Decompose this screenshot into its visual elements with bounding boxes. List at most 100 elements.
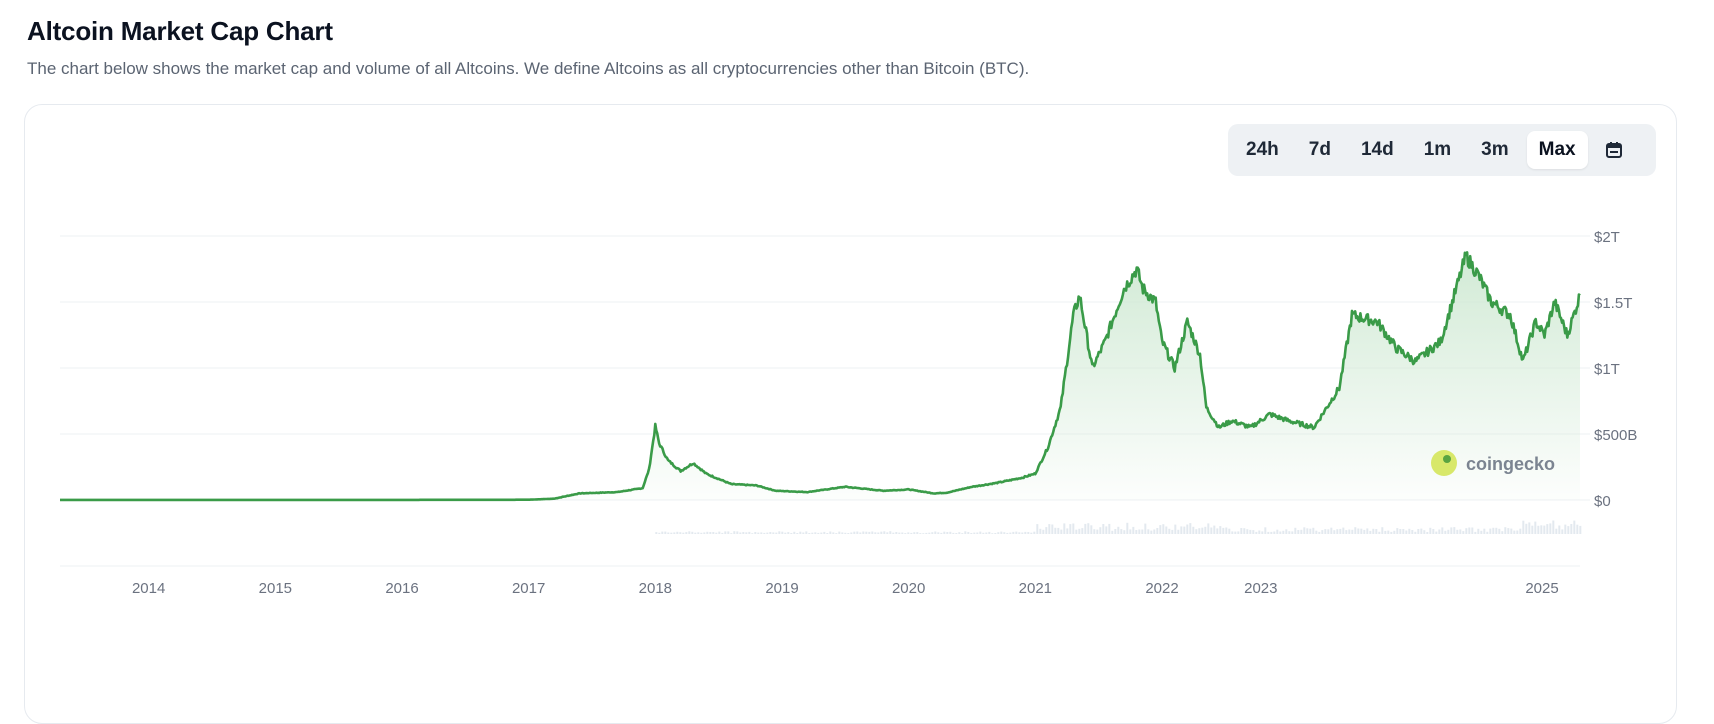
volume-bar [1006,532,1009,534]
volume-bar [1279,531,1282,534]
volume-bar [1393,530,1396,534]
volume-bar [874,532,877,534]
volume-bar [1252,530,1255,534]
volume-bar [1411,530,1414,534]
volume-bar [1186,524,1189,534]
volume-bar [802,532,805,534]
volume-bar [1390,531,1393,534]
volume-bar [1096,529,1099,534]
volume-bar [1102,524,1105,534]
volume-bars [655,520,1582,534]
volume-bar [1399,529,1402,534]
volume-bar [835,533,838,534]
volume-bar [709,532,712,534]
page-subtitle: The chart below shows the market cap and… [27,59,1030,78]
volume-bar [658,532,661,534]
volume-bar [1465,528,1468,534]
volume-bar [1216,528,1219,534]
volume-bar [712,532,715,534]
volume-bar [1357,528,1360,534]
x-tick-label: 2023 [1244,580,1277,597]
volume-bar [1072,523,1075,534]
volume-bar [961,533,964,534]
volume-bar [796,533,799,534]
volume-bar [937,532,940,534]
volume-bar [1111,530,1114,534]
volume-bar [1564,524,1567,534]
volume-bar [790,533,793,534]
volume-bar [1525,523,1528,534]
range-3m-button[interactable]: 3m [1481,139,1509,160]
volume-bar [1117,526,1120,534]
volume-bar [1483,528,1486,534]
volume-bar [1282,530,1285,534]
volume-bar [1420,528,1423,534]
range-14d-button[interactable]: 14d [1360,139,1394,160]
volume-bar [1075,529,1078,534]
volume-bar [997,532,1000,534]
volume-bar [1258,530,1261,534]
range-24h-button[interactable]: 24h [1246,139,1279,160]
volume-bar [1039,528,1042,534]
range-1m-button[interactable]: 1m [1423,139,1452,160]
volume-bar [1396,528,1399,534]
volume-bar [847,533,850,534]
volume-bar [844,532,847,534]
volume-bar [1372,528,1375,534]
y-tick-label: $1.5T [1594,295,1632,312]
volume-bar [1042,529,1045,534]
watermark-text: coingecko [1466,454,1555,474]
volume-bar [1549,523,1552,534]
volume-bar [1273,531,1276,534]
range-max-button[interactable]: Max [1526,131,1588,169]
page-title: Altcoin Market Cap Chart [27,16,333,46]
volume-bar [850,532,853,534]
volume-bar [1051,524,1054,534]
volume-bar [1120,529,1123,534]
volume-bar [1504,527,1507,534]
volume-bar [943,531,946,534]
range-7d-button[interactable]: 7d [1308,139,1331,160]
volume-bar [904,533,907,534]
market-cap-chart[interactable]: $0$500B$1T$1.5T$2T 2014 2015 2016 2017 2018 2… [0,0,1714,680]
volume-bar [775,532,778,534]
volume-bar [670,532,673,534]
calendar-icon [1605,142,1622,158]
volume-bar [1486,531,1489,534]
volume-bar [1468,527,1471,534]
volume-bar [1204,526,1207,534]
volume-bar [1573,520,1576,534]
volume-bar [811,532,814,534]
volume-bar [1126,522,1129,534]
volume-bar [1240,528,1243,534]
volume-bar [1480,530,1483,534]
volume-bar [1516,530,1519,534]
volume-bar [1015,531,1018,534]
volume-bar [925,532,928,534]
volume-bar [1498,528,1501,534]
volume-bar [1543,525,1546,534]
volume-bar [1351,529,1354,534]
volume-bar [772,532,775,534]
volume-bar [1285,529,1288,534]
volume-bar [1087,523,1090,534]
volume-bar [751,533,754,534]
volume-bar [763,532,766,534]
volume-bar [1108,523,1111,534]
volume-bar [877,532,880,534]
volume-bar [1330,527,1333,534]
volume-bar [859,532,862,534]
x-tick-label: 2014 [132,580,165,597]
calendar-button[interactable] [1594,131,1634,169]
volume-bar [1339,528,1342,534]
y-tick-label: $0 [1594,493,1611,510]
volume-bar [1201,527,1204,534]
volume-bar [1165,526,1168,534]
volume-bar [940,532,943,534]
volume-bar [697,532,700,534]
volume-bar [1057,527,1060,534]
volume-bar [748,531,751,534]
volume-bar [1195,529,1198,534]
volume-bar [994,533,997,534]
volume-bar [832,532,835,534]
